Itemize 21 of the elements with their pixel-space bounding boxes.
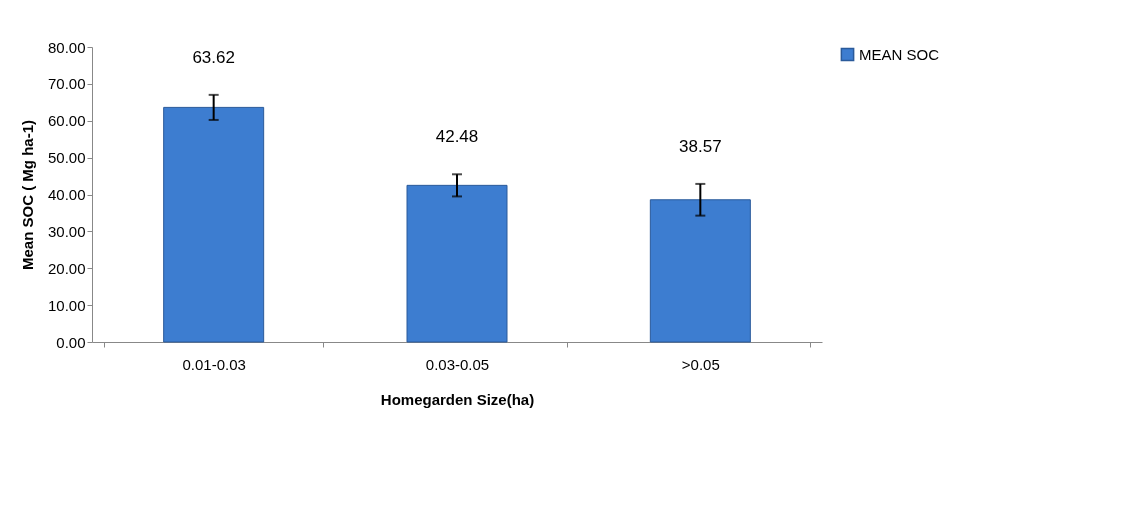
bar — [163, 106, 265, 343]
y-tick-label: 0.00 — [56, 333, 86, 351]
data-label: 63.62 — [192, 47, 235, 67]
bar — [406, 184, 508, 343]
x-tick-label: 0.03-0.05 — [425, 355, 490, 373]
y-tick-label: 80.00 — [47, 38, 86, 56]
data-label: 38.57 — [679, 136, 722, 156]
y-tick-label: 40.00 — [47, 186, 86, 203]
legend-label: MEAN SOC — [859, 45, 940, 63]
y-tick-label: 60.00 — [47, 112, 86, 130]
x-tick-label: 0.01-0.03 — [182, 355, 246, 373]
data-label: 42.48 — [435, 127, 479, 147]
y-axis-title: Mean SOC ( Mg ha-1) — [18, 119, 36, 271]
y-tick-label: 30.00 — [47, 222, 86, 240]
y-tick-label: 20.00 — [47, 259, 86, 277]
y-tick-label: 70.00 — [47, 75, 86, 93]
y-tick-label: 10.00 — [47, 296, 86, 314]
y-tick-label: 50.00 — [47, 149, 86, 167]
x-axis-title: Homegarden Size(ha) — [380, 390, 535, 408]
bar — [649, 199, 751, 343]
x-tick-label: >0.05 — [681, 355, 720, 373]
